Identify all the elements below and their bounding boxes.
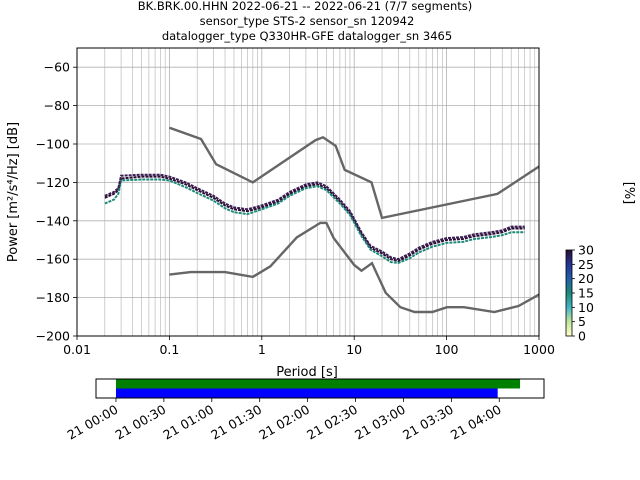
y-tick-label: −120 <box>36 175 70 190</box>
y-tick-label: −140 <box>36 213 70 228</box>
time-tick-label: 21 00:30 <box>112 402 168 443</box>
psd-trace <box>104 178 525 265</box>
time-tick-label: 21 03:00 <box>352 402 408 443</box>
y-tick-label: −180 <box>36 290 70 305</box>
x-tick-label: 1 <box>258 342 266 357</box>
time-coverage-bar-psd <box>115 388 498 398</box>
y-tick-label: −80 <box>44 98 70 113</box>
colorbar-tick-label: 25 <box>578 257 594 272</box>
y-tick-label: −60 <box>44 60 70 75</box>
time-tick-label: 21 02:00 <box>256 402 312 443</box>
noise-model-line <box>168 126 540 220</box>
time-tick-label: 21 03:30 <box>400 402 456 443</box>
y-axis-ticks: −60 −80 −100 −120 −140 −160 −180 −200 <box>36 60 77 344</box>
psd-traces <box>104 173 525 265</box>
y-tick-label: −200 <box>36 329 70 344</box>
time-tick-label: 21 02:30 <box>304 402 360 443</box>
x-tick-label: 100 <box>435 342 459 357</box>
psd-trace <box>104 173 525 261</box>
time-tick-label: 21 00:00 <box>65 402 121 443</box>
time-tick-label: 21 01:00 <box>160 402 216 443</box>
x-axis-label: Period [s] <box>276 365 338 380</box>
x-tick-label: 0.1 <box>159 342 179 357</box>
noise-model-line <box>169 221 540 314</box>
time-axis-frame <box>95 378 545 399</box>
y-tick-label: −100 <box>36 137 70 152</box>
psd-plot-area: 0.01 0.1 1 10 100 1000 −60 −80 −100 −120 −140 −160… <box>36 47 555 357</box>
colorbar-gradient <box>565 249 573 337</box>
title-line-2: sensor_type STS-2 sensor_sn 120942 <box>200 14 415 28</box>
colorbar-tick-label: 15 <box>578 286 594 301</box>
grid <box>76 48 539 337</box>
title-line-1: BK.BRK.00.HHN 2022-06-21 -- 2022-06-21 (… <box>138 0 473 13</box>
x-tick-label: 10 <box>346 342 362 357</box>
time-coverage-bars <box>115 379 521 398</box>
noise-models <box>168 126 540 314</box>
x-axis-ticks: 0.01 0.1 1 10 100 1000 <box>63 336 555 357</box>
time-tick-label: 21 04:00 <box>448 402 504 443</box>
colorbar-label: [%] <box>621 182 636 205</box>
title-line-3: datalogger_type Q330HR-GFE datalogger_sn… <box>162 29 452 43</box>
plot-frame <box>76 47 540 337</box>
x-tick-label: 0.01 <box>63 342 91 357</box>
colorbar-tick-label: 5 <box>578 314 586 329</box>
colorbar-tick-label: 0 <box>578 329 586 344</box>
time-tick-label: 21 01:30 <box>208 402 264 443</box>
colorbar-tick-label: 10 <box>578 300 594 315</box>
colorbar-tick-label: 20 <box>578 271 594 286</box>
time-coverage-bar-data <box>115 379 521 389</box>
y-tick-label: −160 <box>36 252 70 267</box>
x-tick-label: 1000 <box>523 342 555 357</box>
psd-trace <box>104 175 525 263</box>
plot-background <box>77 48 539 336</box>
colorbar-tick-label: 30 <box>578 243 594 258</box>
y-axis-label: Power [m²/s⁴/Hz] [dB] <box>6 122 21 262</box>
